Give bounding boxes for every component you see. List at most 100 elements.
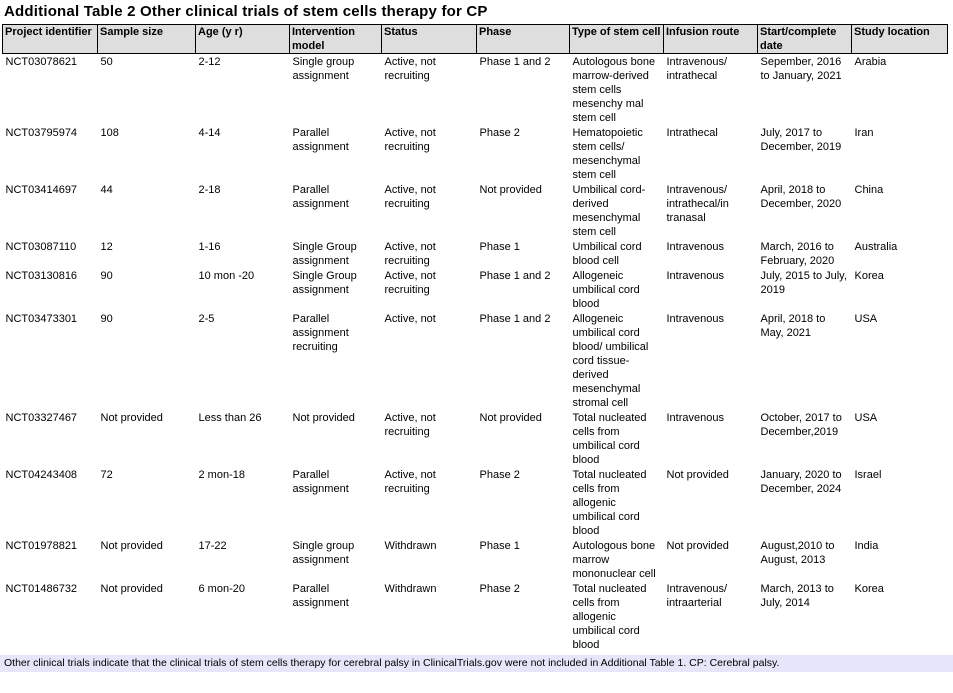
cell-status: Withdrawn: [384, 540, 437, 552]
cell-infusion_route: Intravenous: [666, 241, 724, 253]
cell-age: 4-14: [198, 127, 221, 139]
cell-project_identifier: NCT03327467: [5, 412, 78, 424]
cell-intervention_model: Single group assignment: [292, 540, 355, 566]
cell-infusion_route: Not provided: [666, 540, 729, 552]
cell-infusion_route: Intravenous/ intrathecal: [666, 56, 728, 82]
cell-project_identifier: NCT03087110: [5, 241, 77, 253]
cell-location: USA: [854, 412, 878, 424]
cell-status: Active, not recruiting: [384, 412, 436, 438]
cell-stem_cell_type: Umbilical cord blood cell: [572, 241, 642, 267]
cell-intervention_model: Single Group assignment: [292, 270, 357, 296]
cell-infusion_route: Intravenous/ intraarterial: [666, 583, 728, 609]
cell-sample_size: 12: [100, 241, 113, 253]
cell-phase: Phase 1: [479, 540, 520, 552]
cell-project_identifier: NCT01486732: [5, 583, 78, 595]
cell-dates: July, 2017 to December, 2019: [760, 127, 842, 153]
cell-stem_cell_type: Total nucleated cells from allogenic umb…: [572, 469, 647, 537]
table-header: Project identifier Sample size Age (y r)…: [2, 24, 948, 54]
table-row: NCT04243408 72 2 mon-18 Parallel assignment…: [3, 467, 948, 538]
table-row: NCT01486732 Not provided 6 mon-20 Parallel …: [3, 581, 948, 652]
cell-sample_size: Not provided: [100, 540, 163, 552]
cell-location: India: [854, 540, 879, 552]
column-header-status: Status: [381, 24, 477, 54]
cell-project_identifier: NCT03795974: [5, 127, 78, 139]
cell-stem_cell_type: Autologous bone marrow mononuclear cell: [572, 540, 656, 580]
column-header-phase: Phase: [476, 24, 570, 54]
cell-age: 2-5: [198, 313, 215, 325]
cell-infusion_route: Intravenous/ intrathecal/in tranasal: [666, 184, 729, 224]
cell-intervention_model: Parallel assignment: [292, 469, 349, 495]
cell-age: 2 mon-18: [198, 469, 245, 481]
cell-project_identifier: NCT01978821: [5, 540, 78, 552]
cell-project_identifier: NCT03414697: [5, 184, 78, 196]
table-header-row: Project identifier Sample size Age (y r)…: [2, 24, 948, 54]
table-row: NCT03130816 90 10 mon -20 Single Group assi…: [3, 268, 948, 311]
cell-infusion_route: Intravenous: [666, 313, 724, 325]
cell-sample_size: 72: [100, 469, 113, 481]
cell-intervention_model: Single group assignment: [292, 56, 355, 82]
cell-phase: Phase 2: [479, 583, 520, 595]
cell-location: USA: [854, 313, 878, 325]
cell-sample_size: 90: [100, 313, 113, 325]
cell-stem_cell_type: Umbilical cord-derived mesenchymal stem …: [572, 184, 646, 238]
cell-status: Active, not recruiting: [384, 127, 436, 153]
cell-age: 6 mon-20: [198, 583, 245, 595]
table-row: NCT03087110 12 1-16 Single Group assignment…: [3, 239, 948, 268]
cell-age: Less than 26: [198, 412, 262, 424]
cell-age: 17-22: [198, 540, 227, 552]
table-row: NCT03414697 44 2-18 Parallel assignment Acti…: [3, 182, 948, 239]
cell-project_identifier: NCT03078621: [5, 56, 78, 68]
cell-project_identifier: NCT03130816: [5, 270, 78, 282]
cell-status: Active, not recruiting: [384, 56, 436, 82]
cell-phase: Phase 1 and 2: [479, 56, 551, 68]
cell-stem_cell_type: Autologous bone marrow-derived stem cell…: [572, 56, 656, 124]
cell-phase: Phase 1 and 2: [479, 270, 551, 282]
cell-status: Active, not recruiting: [384, 184, 436, 210]
cell-sample_size: 44: [100, 184, 113, 196]
cell-status: Withdrawn: [384, 583, 437, 595]
cell-stem_cell_type: Total nucleated cells from allogenic umb…: [572, 583, 647, 651]
cell-dates: March, 2016 to February, 2020: [760, 241, 835, 267]
page-title: Additional Table 2 Other clinical trials…: [4, 3, 488, 20]
cell-sample_size: Not provided: [100, 583, 163, 595]
column-header-sample-size: Sample size: [97, 24, 196, 54]
column-header-project-identifier: Project identifier: [2, 24, 98, 54]
cell-dates: January, 2020 to December, 2024: [760, 469, 842, 495]
cell-status: Active, not recruiting: [384, 241, 436, 267]
cell-location: Arabia: [854, 56, 887, 68]
cell-sample_size: 108: [100, 127, 119, 139]
column-header-location: Study location: [851, 24, 948, 54]
cell-status: Active, not recruiting: [384, 469, 436, 495]
cell-intervention_model: Not provided: [292, 412, 355, 424]
column-header-infusion-route: Infusion route: [663, 24, 758, 54]
cell-dates: October, 2017 to December,2019: [760, 412, 842, 438]
table-row: NCT03078621 50 2-12 Single group assignment…: [3, 54, 948, 126]
table-row: NCT03795974 108 4-14 Parallel assignment Act…: [3, 125, 948, 182]
cell-phase: Phase 2: [479, 469, 520, 481]
cell-dates: March, 2013 to July, 2014: [760, 583, 834, 609]
cell-age: 2-18: [198, 184, 221, 196]
cell-age: 10 mon -20: [198, 270, 255, 282]
column-header-age: Age (y r): [195, 24, 290, 54]
cell-project_identifier: NCT04243408: [5, 469, 78, 481]
cell-project_identifier: NCT03473301: [5, 313, 78, 325]
table-row: NCT03473301 90 2-5 Parallel assignment recr…: [3, 311, 948, 410]
clinical-trials-table: Project identifier Sample size Age (y r)…: [2, 24, 948, 652]
cell-stem_cell_type: Allogeneic umbilical cord blood/ umbilic…: [572, 313, 649, 409]
cell-intervention_model: Parallel assignment: [292, 184, 349, 210]
cell-dates: July, 2015 to July, 2019: [760, 270, 847, 296]
cell-dates: August,2010 to August, 2013: [760, 540, 835, 566]
column-header-dates: Start/complete date: [757, 24, 852, 54]
cell-dates: April, 2018 to December, 2020: [760, 184, 842, 210]
table-row: NCT03327467 Not provided Less than 26 Not p…: [3, 410, 948, 467]
cell-phase: Not provided: [479, 184, 542, 196]
cell-intervention_model: Parallel assignment: [292, 127, 349, 153]
cell-location: Iran: [854, 127, 874, 139]
cell-age: 1-16: [198, 241, 221, 253]
table-row: NCT01978821 Not provided 17-22 Single group…: [3, 538, 948, 581]
cell-status: Active, not: [384, 313, 436, 325]
cell-location: Korea: [854, 270, 884, 282]
cell-dates: April, 2018 to May, 2021: [760, 313, 826, 339]
cell-sample_size: 90: [100, 270, 113, 282]
